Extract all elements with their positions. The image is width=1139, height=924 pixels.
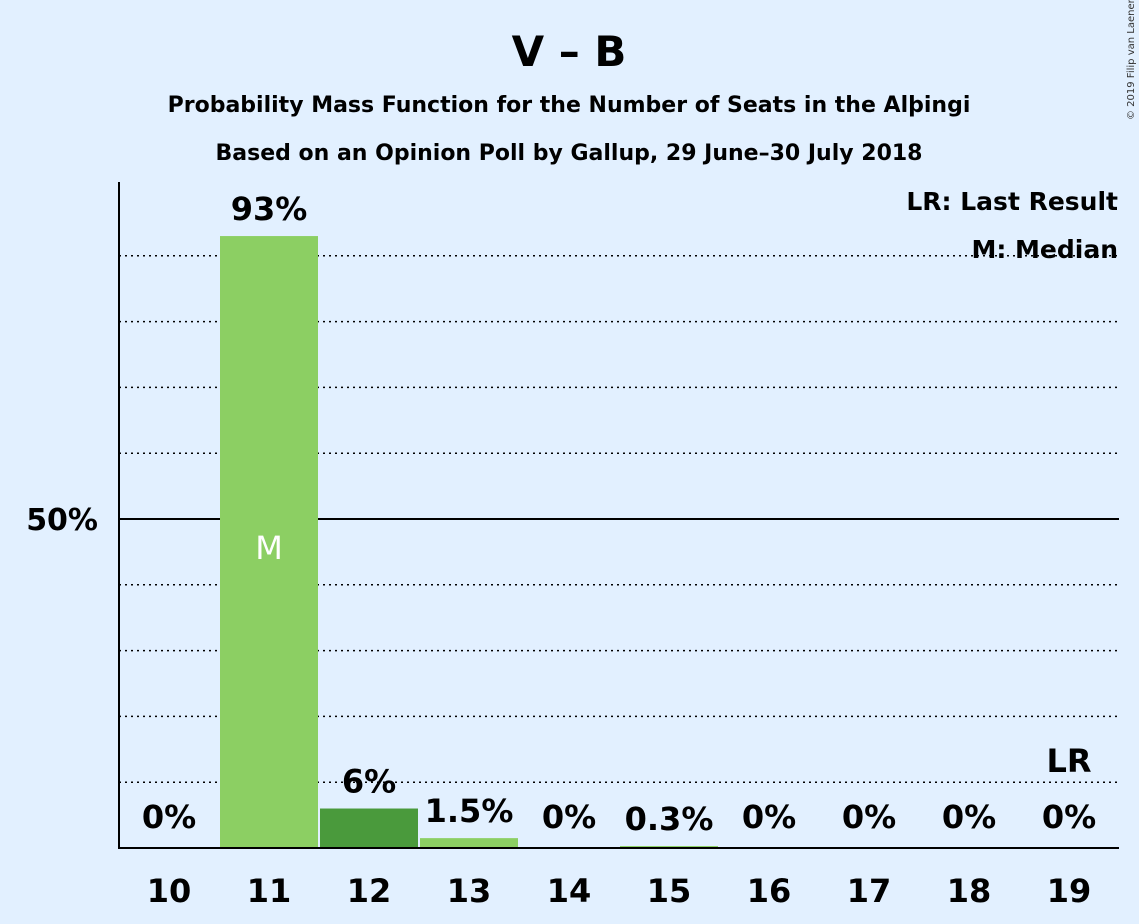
x-tick-10: 10 <box>147 872 192 910</box>
data-label-17: 0% <box>842 798 896 836</box>
last-result-marker: LR <box>1046 742 1091 780</box>
y-tick-label-50: 50% <box>26 503 98 538</box>
data-label-16: 0% <box>742 798 796 836</box>
x-tick-14: 14 <box>547 872 592 910</box>
data-label-12: 6% <box>342 763 396 801</box>
bars <box>220 236 718 848</box>
bar-12 <box>320 808 418 848</box>
legend-median: M: Median <box>971 235 1118 264</box>
data-labels: 0% 93% M 6% 1.5% 0% 0.3% 0% 0% 0% 0% LR <box>142 190 1096 838</box>
x-tick-16: 16 <box>747 872 792 910</box>
x-tick-12: 12 <box>347 872 392 910</box>
x-tick-11: 11 <box>247 872 292 910</box>
x-tick-labels: 10 11 12 13 14 15 16 17 18 19 <box>147 872 1092 910</box>
data-label-18: 0% <box>942 798 996 836</box>
legend-last-result: LR: Last Result <box>906 187 1118 216</box>
data-label-13: 1.5% <box>425 792 514 830</box>
gridlines <box>119 255 1119 783</box>
median-marker: M <box>255 529 283 567</box>
x-tick-17: 17 <box>847 872 892 910</box>
chart-subtitle-1: Probability Mass Function for the Number… <box>168 93 971 118</box>
copyright-text: © 2019 Filip van Laenen <box>1126 0 1137 120</box>
data-label-14: 0% <box>542 798 596 836</box>
chart-title: V – B <box>512 27 627 76</box>
x-tick-18: 18 <box>947 872 992 910</box>
x-tick-13: 13 <box>447 872 492 910</box>
bar-11 <box>220 236 318 848</box>
data-label-19: 0% <box>1042 798 1096 836</box>
data-label-15: 0.3% <box>625 800 714 838</box>
data-label-10: 0% <box>142 798 196 836</box>
bar-13 <box>420 838 518 848</box>
data-label-11: 93% <box>231 190 308 228</box>
x-tick-19: 19 <box>1047 872 1092 910</box>
x-tick-15: 15 <box>647 872 692 910</box>
chart-subtitle-2: Based on an Opinion Poll by Gallup, 29 J… <box>215 141 922 166</box>
